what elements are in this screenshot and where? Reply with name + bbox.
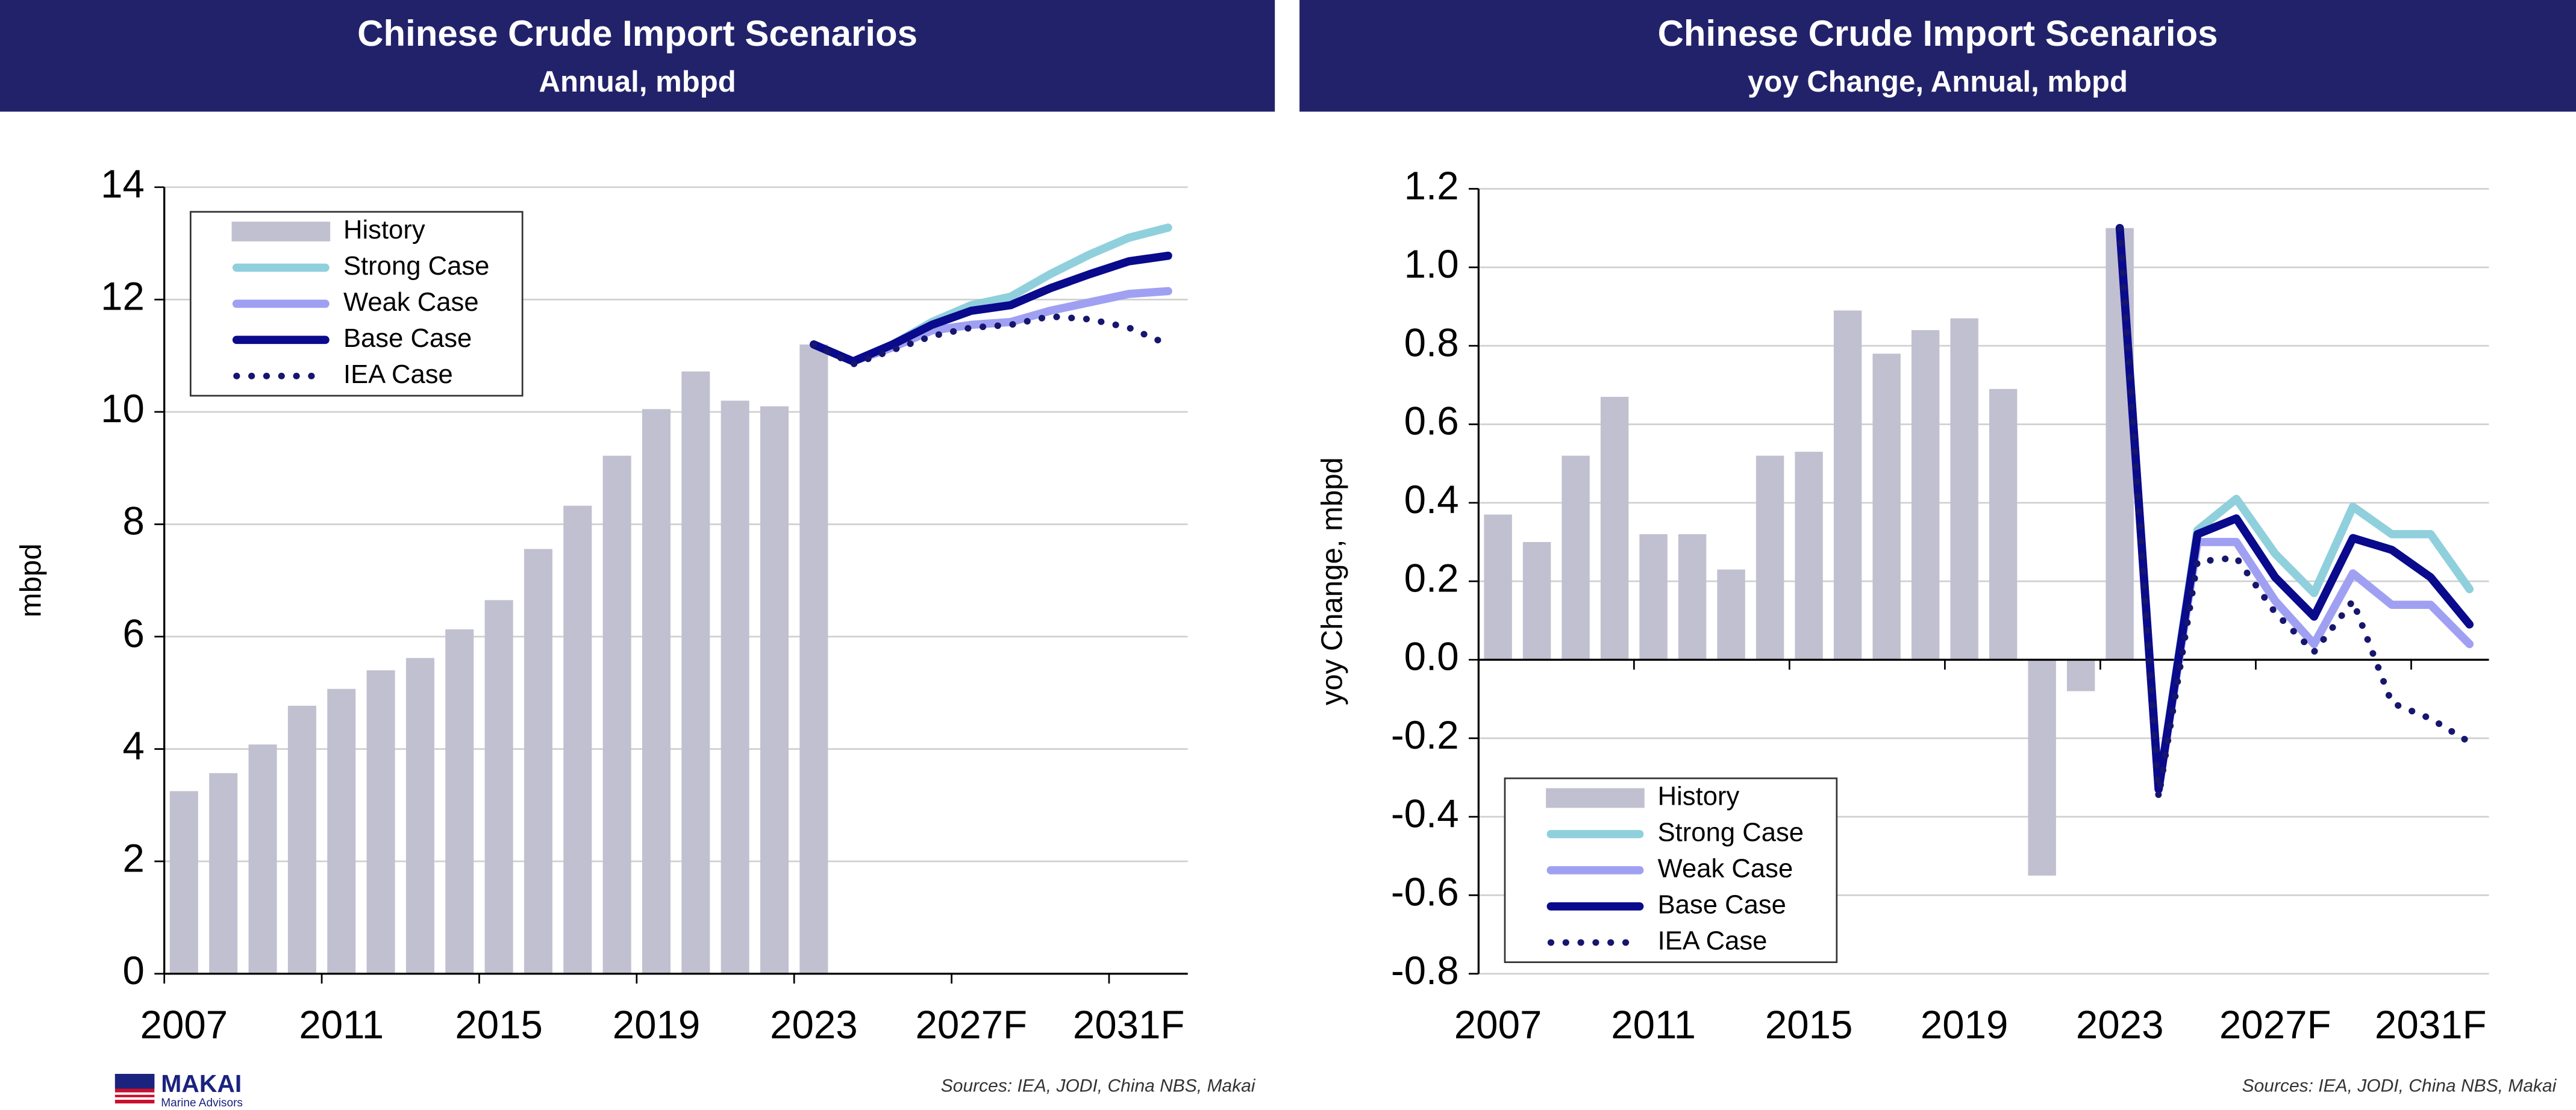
legend-label: History — [1658, 782, 1740, 811]
chart-title: Chinese Crude Import Scenarios — [1658, 13, 2218, 54]
y-tick-label: 6 — [123, 611, 145, 655]
legend-label: Base Case — [1658, 890, 1786, 919]
bar — [1522, 541, 1551, 660]
chart-title: Chinese Crude Import Scenarios — [357, 13, 918, 54]
y-tick-label: 0.2 — [1404, 556, 1459, 600]
chart-subtitle: yoy Change, Annual, mbpd — [1748, 66, 2128, 98]
bar — [1717, 569, 1745, 660]
bar — [524, 549, 552, 974]
y-tick-label: 0.0 — [1404, 635, 1459, 679]
legend-label: History — [343, 216, 425, 245]
legend-label: Strong Case — [1658, 818, 1804, 847]
bar — [1950, 318, 1978, 660]
legend-swatch — [231, 222, 331, 242]
y-tick-label: 1.0 — [1404, 242, 1459, 286]
x-tick-label: 2019 — [1921, 1003, 2009, 1047]
x-tick-label: 2031F — [2375, 1003, 2487, 1047]
x-tick-label: 2027F — [2219, 1003, 2331, 1047]
bar — [642, 409, 671, 974]
legend-label: Weak Case — [1658, 854, 1793, 883]
y-tick-label: 2 — [123, 836, 145, 880]
y-tick-label: 1.2 — [1404, 164, 1459, 208]
y-tick-label: -0.8 — [1391, 949, 1459, 993]
bar — [2066, 659, 2095, 691]
y-tick-label: 0.4 — [1404, 478, 1459, 522]
y-tick-label: 0.6 — [1404, 399, 1459, 443]
y-tick-label: 0.8 — [1404, 320, 1459, 364]
legend-label: Weak Case — [343, 288, 479, 317]
x-tick-label: 2023 — [770, 1003, 858, 1047]
chart-subtitle: Annual, mbpd — [539, 66, 736, 98]
bar — [169, 791, 198, 974]
source: Sources: IEA, JODI, China NBS, Makai — [941, 1076, 1256, 1096]
x-tick-label: 2019 — [613, 1003, 701, 1047]
logo-tagline: Marine Advisors — [161, 1097, 243, 1109]
bar — [2028, 659, 2056, 876]
bar — [1795, 452, 1823, 660]
bar — [721, 401, 749, 974]
bar — [1989, 388, 2018, 660]
x-tick-label: 2015 — [1765, 1003, 1853, 1047]
bar — [1911, 330, 1940, 660]
bar — [209, 773, 238, 974]
bar — [1562, 455, 1590, 660]
y-tick-label: -0.6 — [1391, 870, 1459, 914]
y-tick-label: 12 — [101, 275, 145, 319]
y-axis-label: yoy Change, mbpd — [1316, 457, 1348, 705]
y-tick-label: 0 — [123, 949, 145, 993]
x-tick-label: 2031F — [1073, 1003, 1185, 1047]
bar — [1639, 534, 1668, 660]
y-tick-label: 4 — [123, 724, 145, 768]
header — [1299, 0, 2576, 112]
bar — [327, 688, 356, 974]
y-tick-label: 14 — [101, 162, 145, 206]
bar — [1755, 455, 1784, 660]
bar — [445, 629, 474, 974]
legend-label: IEA Case — [343, 360, 453, 389]
y-tick-label: 8 — [123, 499, 145, 543]
bar — [1678, 534, 1707, 660]
line-series — [810, 251, 1172, 366]
source: Sources: IEA, JODI, China NBS, Makai — [2242, 1076, 2557, 1096]
x-tick-label: 2027F — [915, 1003, 1027, 1047]
y-axis-label: mbpd — [15, 543, 48, 617]
bar — [1600, 396, 1629, 660]
x-tick-label: 2007 — [1454, 1003, 1542, 1047]
y-tick-label: -0.2 — [1391, 713, 1459, 757]
logo: MAKAI Marine Advisors — [114, 1070, 243, 1109]
y-tick-label: -0.4 — [1391, 791, 1459, 835]
bar — [1872, 354, 1901, 660]
bar — [248, 744, 277, 974]
bar — [681, 371, 710, 974]
x-tick-label: 2011 — [1611, 1003, 1696, 1047]
legend-swatch — [1546, 788, 1645, 808]
bar — [602, 455, 631, 974]
bar — [1484, 514, 1512, 660]
bar — [1833, 310, 1862, 660]
bar — [563, 505, 592, 974]
legend-label: Base Case — [343, 324, 472, 353]
header — [0, 0, 1275, 112]
logo-flag-canton — [114, 1074, 155, 1089]
x-tick-label: 2007 — [140, 1003, 228, 1047]
bar — [2106, 228, 2134, 660]
logo-name: MAKAI — [161, 1070, 242, 1097]
line-series — [2115, 223, 2474, 794]
legend-label: IEA Case — [1658, 926, 1768, 955]
bar — [366, 670, 395, 974]
bar — [484, 600, 513, 974]
x-tick-label: 2011 — [299, 1003, 384, 1047]
bar — [287, 705, 316, 974]
bar — [760, 406, 789, 974]
x-tick-label: 2023 — [2076, 1003, 2164, 1047]
line-series — [2116, 225, 2473, 800]
bar — [799, 344, 828, 974]
y-tick-label: 10 — [101, 387, 145, 431]
x-tick-label: 2015 — [455, 1003, 543, 1047]
legend-label: Strong Case — [343, 252, 489, 281]
bar — [405, 658, 434, 974]
